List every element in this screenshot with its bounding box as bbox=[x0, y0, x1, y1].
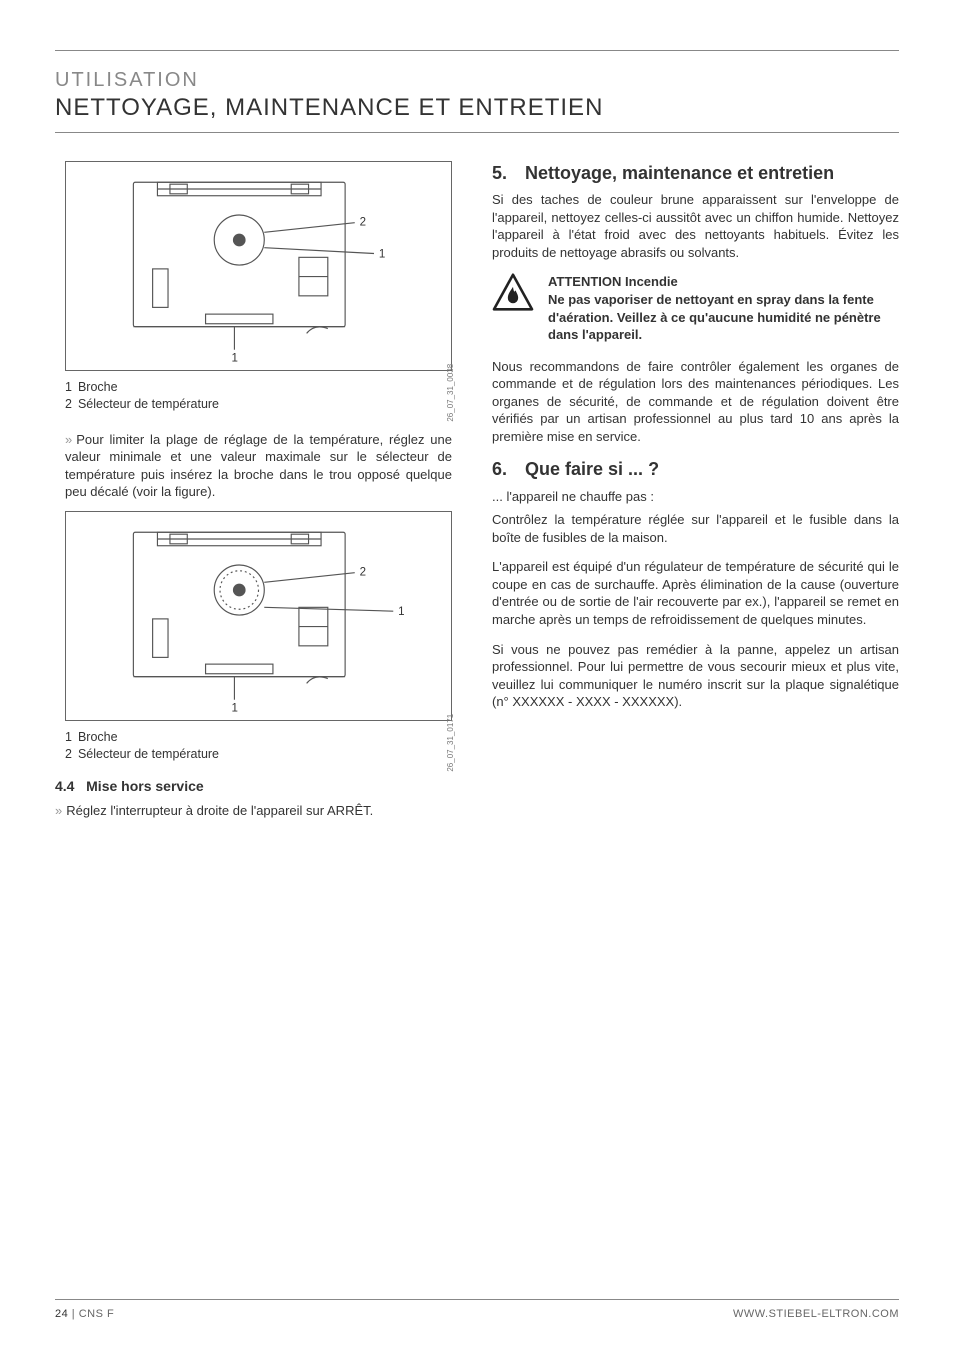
legend-row: 2 Sélecteur de température bbox=[65, 396, 462, 413]
figure-1: 2 1 1 26_07_31_0038 bbox=[65, 161, 452, 371]
header-rule-bottom bbox=[55, 132, 899, 133]
svg-text:2: 2 bbox=[360, 217, 366, 229]
section-number: 6. bbox=[492, 457, 507, 481]
legend-row: 1 Broche bbox=[65, 379, 462, 396]
bullet-text: Pour limiter la plage de réglage de la t… bbox=[65, 432, 452, 500]
section-title: Que faire si ... ? bbox=[525, 457, 659, 481]
bullet-text: Réglez l'interrupteur à droite de l'appa… bbox=[66, 803, 373, 818]
section-title: Nettoyage, maintenance et entretien bbox=[525, 161, 834, 185]
section-6-para-1: ... l'appareil ne chauffe pas : bbox=[492, 488, 899, 506]
warning-title: ATTENTION Incendie bbox=[548, 273, 899, 291]
section-5-heading: 5. Nettoyage, maintenance et entretien bbox=[492, 161, 899, 185]
section-6-para-2: Contrôlez la température réglée sur l'ap… bbox=[492, 511, 899, 546]
warning-box: ATTENTION Incendie Ne pas vaporiser de n… bbox=[492, 273, 899, 343]
legend-text: Broche bbox=[78, 379, 118, 396]
section-number: 5. bbox=[492, 161, 507, 185]
bullet-marker-icon: » bbox=[65, 432, 72, 447]
section-5-para-1: Si des taches de couleur brune apparaiss… bbox=[492, 191, 899, 261]
footer-left: 24 | CNS F bbox=[55, 1308, 114, 1320]
figure-2-ref: 26_07_31_0171 bbox=[446, 714, 457, 772]
legend-num: 2 bbox=[65, 396, 72, 413]
doc-title: NETTOYAGE, MAINTENANCE ET ENTRETIEN bbox=[55, 94, 899, 122]
bullet-marker-icon: » bbox=[55, 803, 62, 818]
figure-1-ref: 26_07_31_0038 bbox=[446, 364, 457, 422]
legend-num: 2 bbox=[65, 746, 72, 763]
header-rule-top bbox=[55, 50, 899, 51]
legend-text: Sélecteur de température bbox=[78, 746, 219, 763]
fire-warning-icon bbox=[492, 273, 534, 311]
footer-model: CNS F bbox=[79, 1308, 115, 1320]
svg-text:1: 1 bbox=[232, 352, 238, 364]
doc-domain: UTILISATION bbox=[55, 69, 899, 92]
section-title: Mise hors service bbox=[86, 778, 204, 794]
footer-url: WWW.STIEBEL-ELTRON.COM bbox=[733, 1308, 899, 1320]
content-columns: 2 1 1 26_07_31_0038 1 Broche 2 Sélecteur… bbox=[55, 161, 899, 1299]
footer-sep: | bbox=[68, 1308, 78, 1320]
left-column: 2 1 1 26_07_31_0038 1 Broche 2 Sélecteur… bbox=[55, 161, 462, 1299]
section-5-para-2: Nous recommandons de faire contrôler éga… bbox=[492, 358, 899, 446]
figure-2: 2 1 1 26_07_31_0171 bbox=[65, 511, 452, 721]
svg-text:1: 1 bbox=[232, 702, 238, 714]
svg-text:2: 2 bbox=[360, 567, 366, 579]
section-number: 4.4 bbox=[55, 778, 74, 794]
section-6-para-3: L'appareil est équipé d'un régulateur de… bbox=[492, 558, 899, 628]
legend-row: 1 Broche bbox=[65, 729, 462, 746]
instruction-bullet-2: » Réglez l'interrupteur à droite de l'app… bbox=[55, 802, 452, 820]
legend-text: Sélecteur de température bbox=[78, 396, 219, 413]
device-diagram-2: 2 1 1 bbox=[66, 512, 451, 720]
page-number: 24 bbox=[55, 1308, 68, 1320]
device-diagram-1: 2 1 1 bbox=[66, 162, 451, 370]
section-4-4-heading: 4.4 Mise hors service bbox=[55, 777, 462, 796]
section-6-para-4: Si vous ne pouvez pas remédier à la pann… bbox=[492, 641, 899, 711]
legend-num: 1 bbox=[65, 729, 72, 746]
legend-text: Broche bbox=[78, 729, 118, 746]
instruction-bullet-1: »Pour limiter la plage de réglage de la … bbox=[65, 431, 452, 501]
legend-num: 1 bbox=[65, 379, 72, 396]
legend-row: 2 Sélecteur de température bbox=[65, 746, 462, 763]
page-footer: 24 | CNS F WWW.STIEBEL-ELTRON.COM bbox=[55, 1299, 899, 1320]
warning-text: ATTENTION Incendie Ne pas vaporiser de n… bbox=[548, 273, 899, 343]
legend-2: 1 Broche 2 Sélecteur de température bbox=[65, 729, 462, 763]
right-column: 5. Nettoyage, maintenance et entretien S… bbox=[492, 161, 899, 1299]
legend-1: 1 Broche 2 Sélecteur de température bbox=[65, 379, 462, 413]
svg-text:1: 1 bbox=[379, 248, 385, 260]
warning-body: Ne pas vaporiser de nettoyant en spray d… bbox=[548, 291, 899, 344]
svg-text:1: 1 bbox=[398, 606, 404, 618]
section-6-heading: 6. Que faire si ... ? bbox=[492, 457, 899, 481]
